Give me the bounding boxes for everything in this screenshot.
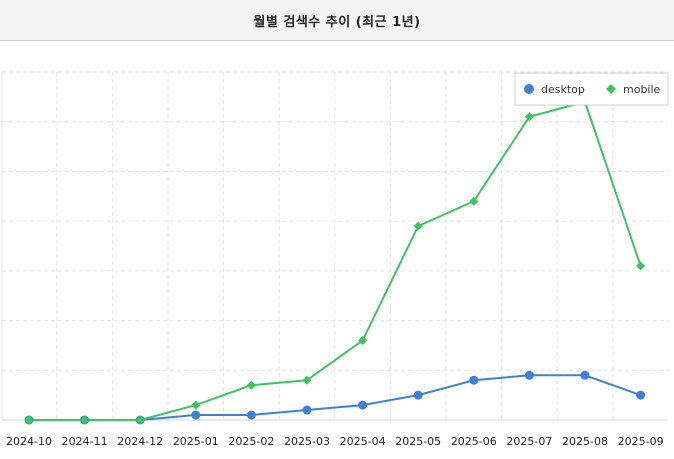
x-tick-label-2024-11: 2024-11 [62, 435, 108, 448]
data-point-desktop-2025-07[interactable] [524, 370, 534, 380]
data-point-mobile-2024-11[interactable] [80, 415, 90, 425]
x-tick-label-2024-10: 2024-10 [6, 435, 52, 448]
data-point-desktop-2025-08[interactable] [580, 370, 590, 380]
x-tick-label-2025-08: 2025-08 [562, 435, 608, 448]
x-tick-label-2025-01: 2025-01 [173, 435, 219, 448]
data-point-mobile-2024-12[interactable] [135, 415, 145, 425]
legend[interactable]: desktop mobile [514, 72, 669, 106]
x-tick-label-2025-09: 2025-09 [618, 435, 664, 448]
grid-layer [1, 71, 668, 421]
data-point-mobile-2025-03[interactable] [302, 375, 312, 385]
data-point-desktop-2025-04[interactable] [358, 400, 368, 410]
x-tick-label-2025-05: 2025-05 [395, 435, 441, 448]
chart-title: 월별 검색수 추이 (최근 1년) [253, 15, 421, 30]
data-point-desktop-2025-03[interactable] [302, 405, 312, 415]
data-point-desktop-2025-02[interactable] [246, 410, 256, 420]
data-point-desktop-2025-06[interactable] [469, 375, 479, 385]
x-tick-label-2025-07: 2025-07 [506, 435, 552, 448]
legend-marker-desktop[interactable] [524, 84, 534, 94]
chart-area: 2024-10 2024-11 2024-12 2025-01 2025-02 2025-… [0, 41, 674, 459]
data-point-mobile-2025-04[interactable] [358, 335, 368, 345]
legend-marker-mobile[interactable] [606, 84, 616, 94]
chart-header: 월별 검색수 추이 (최근 1년) [0, 0, 674, 41]
legend-label-desktop[interactable]: desktop [541, 83, 585, 96]
legend-box [514, 72, 669, 106]
data-point-mobile-2025-06[interactable] [469, 196, 479, 206]
axis-layer: 2024-10 2024-11 2024-12 2025-01 2025-02 2025-… [2, 419, 668, 448]
data-point-desktop-2025-01[interactable] [191, 410, 201, 420]
data-point-desktop-2025-05[interactable] [413, 390, 423, 400]
data-point-mobile-2025-09[interactable] [636, 261, 646, 271]
data-point-desktop-2025-09[interactable] [636, 390, 646, 400]
x-tick-label-2025-04: 2025-04 [340, 435, 386, 448]
series-line-mobile [29, 100, 642, 421]
data-point-mobile-2025-02[interactable] [246, 380, 256, 390]
legend-label-mobile[interactable]: mobile [623, 83, 661, 96]
series-layer [24, 97, 646, 425]
x-tick-label-2025-06: 2025-06 [451, 435, 497, 448]
x-tick-label-2024-12: 2024-12 [117, 435, 163, 448]
data-point-mobile-2025-05[interactable] [413, 221, 423, 231]
x-tick-label-2025-02: 2025-02 [228, 435, 274, 448]
data-point-mobile-2025-07[interactable] [524, 112, 534, 122]
x-tick-label-2025-03: 2025-03 [284, 435, 330, 448]
data-point-mobile-2024-10[interactable] [24, 415, 34, 425]
line-chart: 2024-10 2024-11 2024-12 2025-01 2025-02 2025-… [1, 71, 669, 448]
data-point-mobile-2025-01[interactable] [191, 400, 201, 410]
